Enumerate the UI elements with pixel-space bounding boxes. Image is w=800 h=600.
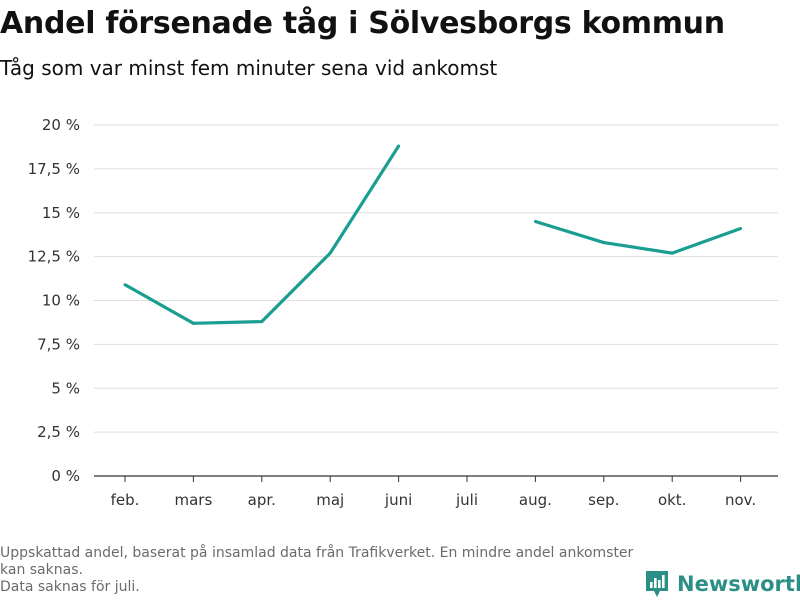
newsworthy-logo-icon — [646, 571, 668, 597]
x-tick-label: nov. — [725, 491, 756, 509]
x-tick-label: feb. — [111, 491, 140, 509]
series-line-segment — [124, 145, 400, 325]
x-tick-label: juni — [384, 491, 412, 509]
x-tick-label: maj — [316, 491, 344, 509]
footnote-missing-data: Data saknas för juli. — [0, 579, 140, 595]
x-tick-label: apr. — [248, 491, 276, 509]
series-line-segment — [534, 219, 742, 255]
footnote-source: Uppskattad andel, baserat på insamlad da… — [0, 545, 634, 578]
x-tick-label: juli — [455, 491, 478, 509]
x-tick-label: okt. — [658, 491, 687, 509]
x-axis: feb. mars apr. maj juni juli aug. sep. okt. nov. — [94, 475, 778, 509]
brand-name: Newsworthy — [677, 572, 800, 596]
x-tick-label: sep. — [588, 491, 619, 509]
chart-title: Andel försenade tåg i Sölvesborgs kommun — [0, 6, 725, 41]
y-tick-label: 17,5 % — [28, 160, 80, 178]
y-tick-label: 12,5 % — [28, 248, 80, 266]
x-tick-label: aug. — [519, 491, 552, 509]
y-tick-label: 7,5 % — [37, 335, 80, 353]
data-series — [123, 144, 743, 325]
x-tick-label: mars — [175, 491, 213, 509]
y-tick-label: 0 % — [51, 467, 80, 485]
y-tick-label: 10 % — [42, 292, 80, 310]
y-tick-label: 20 % — [42, 116, 80, 134]
y-tick-label: 2,5 % — [37, 423, 80, 441]
newsworthy-logo: Newsworthy — [644, 568, 800, 600]
chart-subtitle: Tåg som var minst fem minuter sena vid a… — [0, 56, 498, 80]
y-axis-labels: 0 % 2,5 % 5 % 7,5 % 10 % 12,5 % 15 % 17,5 % 20 % — [28, 116, 80, 485]
footnote: Uppskattad andel, baserat på insamlad da… — [0, 545, 640, 596]
gridlines — [94, 124, 778, 433]
y-tick-label: 15 % — [42, 204, 80, 222]
y-tick-label: 5 % — [51, 379, 80, 397]
